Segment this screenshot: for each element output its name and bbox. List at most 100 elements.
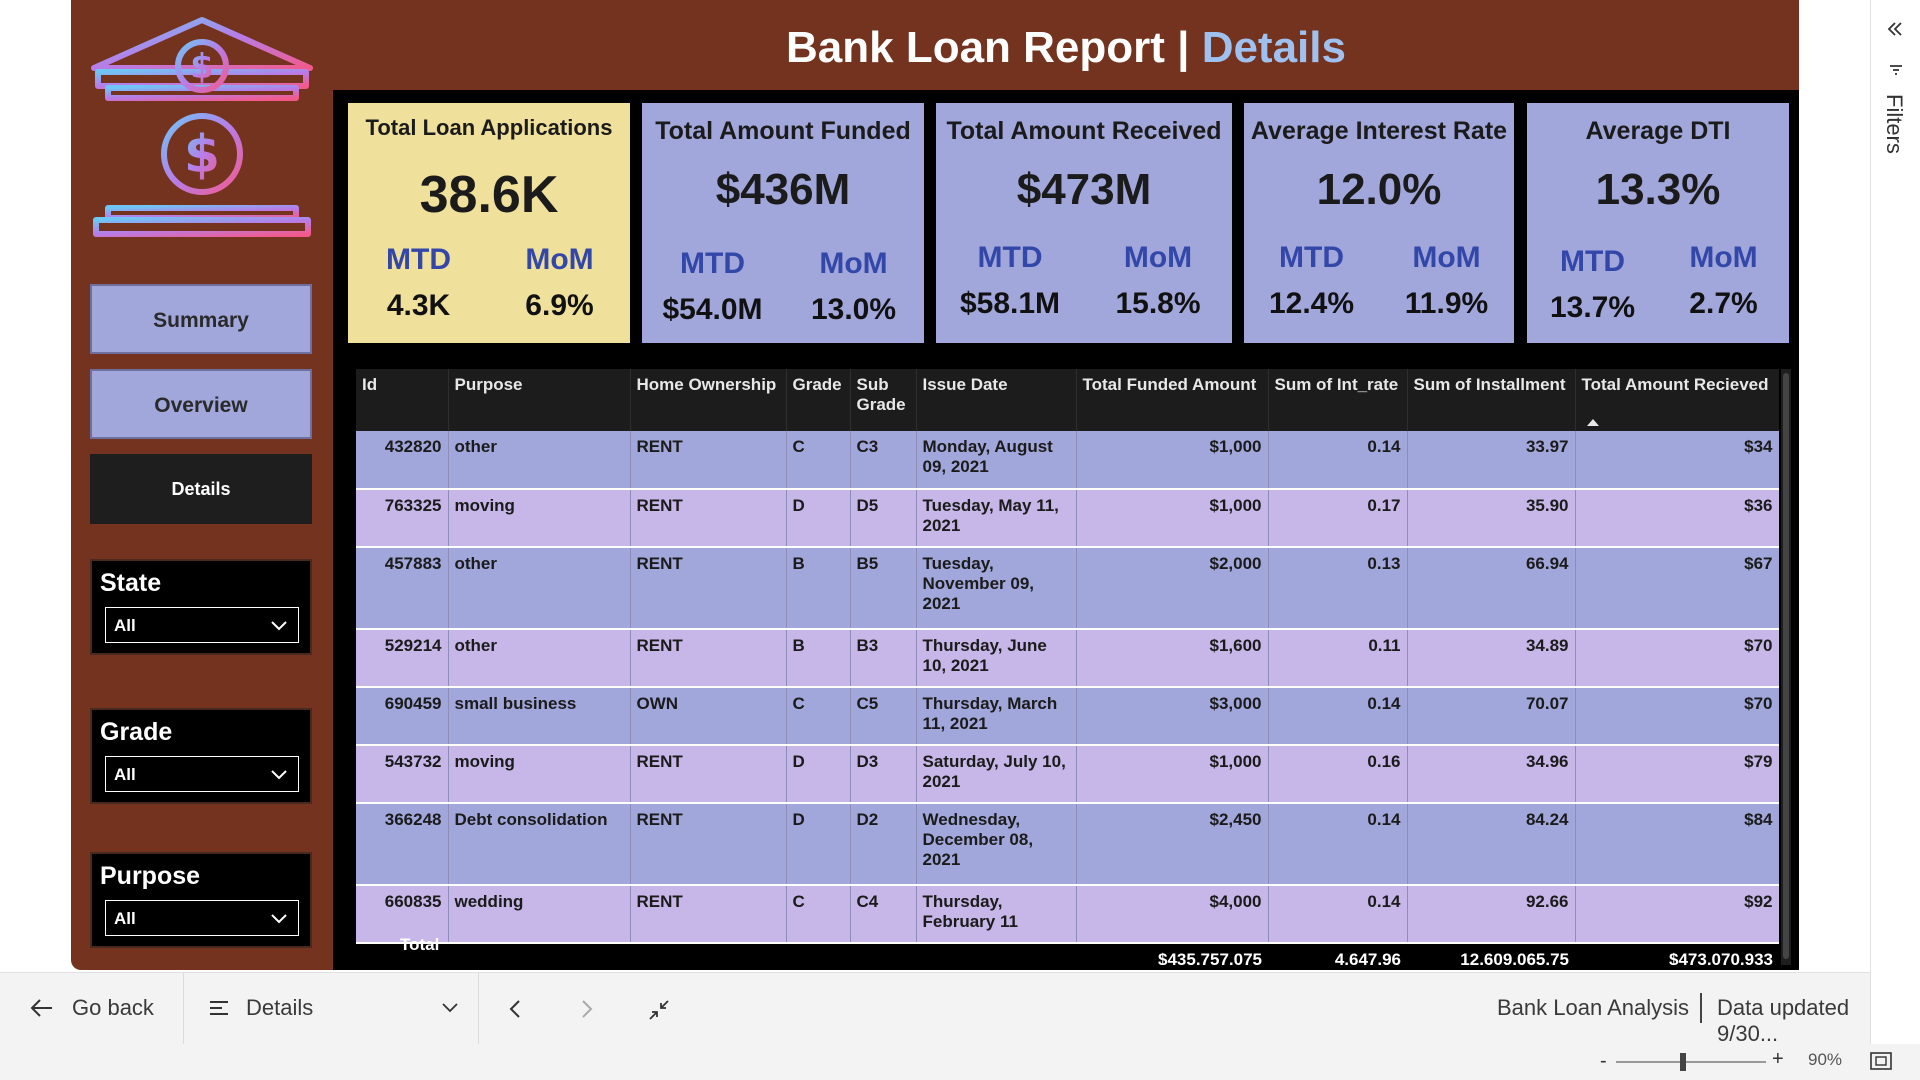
cell-int-rate: 0.13 (1268, 547, 1408, 630)
status-bar: - + 90% (0, 1044, 1920, 1080)
column-header-grade[interactable]: Grade (786, 369, 851, 431)
cell-funded: $1,000 (1076, 431, 1269, 490)
table-total-row: $435,757,075 4,647.96 12,609,065.75 $473… (356, 943, 1779, 965)
cell-purpose: moving (448, 489, 631, 548)
cell-home-ownership: RENT (630, 431, 787, 490)
cell-grade: D (786, 745, 851, 804)
cell-sub-grade: B3 (850, 629, 917, 688)
zoom-out-button[interactable]: - (1600, 1050, 1607, 1072)
cell-purpose: wedding (448, 885, 631, 944)
cell-home-ownership: RENT (630, 629, 787, 688)
column-header-amount-received[interactable]: Total Amount Recieved (1575, 369, 1779, 431)
page-title: Bank Loan Report | Details (786, 23, 1346, 72)
table-scrollbar[interactable] (1781, 369, 1791, 965)
zoom-in-button[interactable]: + (1772, 1048, 1784, 1070)
cell-int-rate: 0.17 (1268, 489, 1408, 548)
column-header-int-rate[interactable]: Sum of Int_rate (1268, 369, 1408, 431)
column-header-total-funded[interactable]: Total Funded Amount (1076, 369, 1269, 431)
scrollbar-thumb[interactable] (1783, 373, 1789, 959)
sort-ascending-icon (1586, 419, 1599, 426)
column-header-home-ownership[interactable]: Home Ownership (630, 369, 787, 431)
grade-dropdown[interactable]: All (105, 756, 299, 792)
cell-id: 366248 (356, 803, 449, 886)
cell-issue-date: Tuesday, May 11, 2021 (916, 489, 1077, 548)
menu-lines-icon (210, 1001, 228, 1015)
cell-sub-grade: D2 (850, 803, 917, 886)
zoom-level: 90% (1808, 1050, 1843, 1069)
cell-installment: 34.96 (1407, 745, 1576, 804)
cell-id: 543732 (356, 745, 449, 804)
collapse-view-icon[interactable] (648, 999, 670, 1021)
cell-funded: $4,000 (1076, 885, 1269, 944)
details-nav-button[interactable]: Details (90, 454, 312, 524)
go-back-button[interactable]: Go back (30, 995, 154, 1021)
state-slicer-label: State (100, 569, 162, 597)
cell-issue-date: Saturday, July 10, 2021 (916, 745, 1077, 804)
cell-installment: 92.66 (1407, 885, 1576, 944)
table-row[interactable]: 457883 other RENT B B5 Tuesday, November 09, … (356, 547, 1779, 630)
svg-text:$: $ (190, 47, 214, 87)
column-header-installment[interactable]: Sum of Installment (1407, 369, 1576, 431)
column-header-issue-date[interactable]: Issue Date (916, 369, 1077, 431)
table-row[interactable]: 660835 wedding RENT C C4 Thursday, February 1… (356, 885, 1779, 944)
next-page-icon[interactable] (580, 999, 594, 1019)
page-selector[interactable]: Details (208, 995, 458, 1021)
purpose-slicer: Purpose All (90, 852, 312, 948)
cell-funded: $2,450 (1076, 803, 1269, 886)
cell-sub-grade: C4 (850, 885, 917, 944)
cell-purpose: other (448, 629, 631, 688)
cell-int-rate: 0.14 (1268, 687, 1408, 746)
column-header-id[interactable]: Id (356, 369, 449, 431)
cell-int-rate: 0.14 (1268, 885, 1408, 944)
summary-nav-button[interactable]: Summary (90, 284, 312, 354)
previous-page-icon[interactable] (508, 999, 522, 1019)
cell-home-ownership: RENT (630, 803, 787, 886)
cell-installment: 66.94 (1407, 547, 1576, 630)
cell-grade: D (786, 803, 851, 886)
cell-sub-grade: C3 (850, 431, 917, 490)
cell-purpose: other (448, 547, 631, 630)
filters-pane[interactable]: Filters (1870, 0, 1920, 1080)
overview-nav-button[interactable]: Overview (90, 369, 312, 439)
zoom-slider-handle[interactable] (1680, 1053, 1686, 1071)
arrow-left-icon (30, 999, 52, 1017)
cell-home-ownership: RENT (630, 745, 787, 804)
chevron-down-icon (271, 770, 287, 780)
fit-to-page-icon[interactable] (1870, 1052, 1892, 1070)
cell-id: 432820 (356, 431, 449, 490)
cell-funded: $2,000 (1076, 547, 1269, 630)
cell-id: 763325 (356, 489, 449, 548)
table-row[interactable]: 690459 small business OWN C C5 Thursday, Marc… (356, 687, 1779, 746)
expand-pane-icon[interactable] (1887, 22, 1903, 36)
purpose-dropdown[interactable]: All (105, 900, 299, 936)
table-row[interactable]: 763325 moving RENT D D5 Tuesday, May 11, 2021… (356, 489, 1779, 548)
zoom-slider[interactable] (1616, 1053, 1766, 1071)
grade-slicer: Grade All (90, 708, 312, 804)
column-header-purpose[interactable]: Purpose (448, 369, 631, 431)
purpose-slicer-label: Purpose (100, 862, 201, 890)
cell-received: $79 (1575, 745, 1779, 804)
filter-icon (1890, 65, 1902, 75)
cell-received: $84 (1575, 803, 1779, 886)
cell-home-ownership: RENT (630, 489, 787, 548)
cell-purpose: Debt consolidation (448, 803, 631, 886)
bank-logo: $ $ (84, 16, 320, 248)
state-dropdown[interactable]: All (105, 607, 299, 643)
column-header-sub-grade[interactable]: Sub Grade (850, 369, 917, 431)
divider (1700, 993, 1702, 1023)
table-row[interactable]: 432820 other RENT C C3 Monday, August 09, 202… (356, 431, 1779, 490)
table-row[interactable]: 366248 Debt consolidation RENT D D2 Wednesday… (356, 803, 1779, 886)
cell-int-rate: 0.14 (1268, 803, 1408, 886)
total-installment: 12,609,065.75 (1407, 943, 1575, 965)
cell-home-ownership: RENT (630, 885, 787, 944)
table-row[interactable]: 529214 other RENT B B3 Thursday, June 10, 202… (356, 629, 1779, 688)
cell-issue-date: Thursday, June 10, 2021 (916, 629, 1077, 688)
data-updated-text: Data updated 9/30... (1717, 995, 1850, 1046)
cell-purpose: moving (448, 745, 631, 804)
cell-grade: C (786, 431, 851, 490)
table-header-row: Id Purpose Home Ownership Grade Sub Grad… (356, 369, 1779, 431)
filters-label[interactable]: Filters (1882, 94, 1907, 154)
table-row[interactable]: 543732 moving RENT D D3 Saturday, July 10, 20… (356, 745, 1779, 804)
total-amount-received: $473,070,933 (1575, 943, 1779, 965)
cell-issue-date: Thursday, February 11 (916, 885, 1077, 944)
